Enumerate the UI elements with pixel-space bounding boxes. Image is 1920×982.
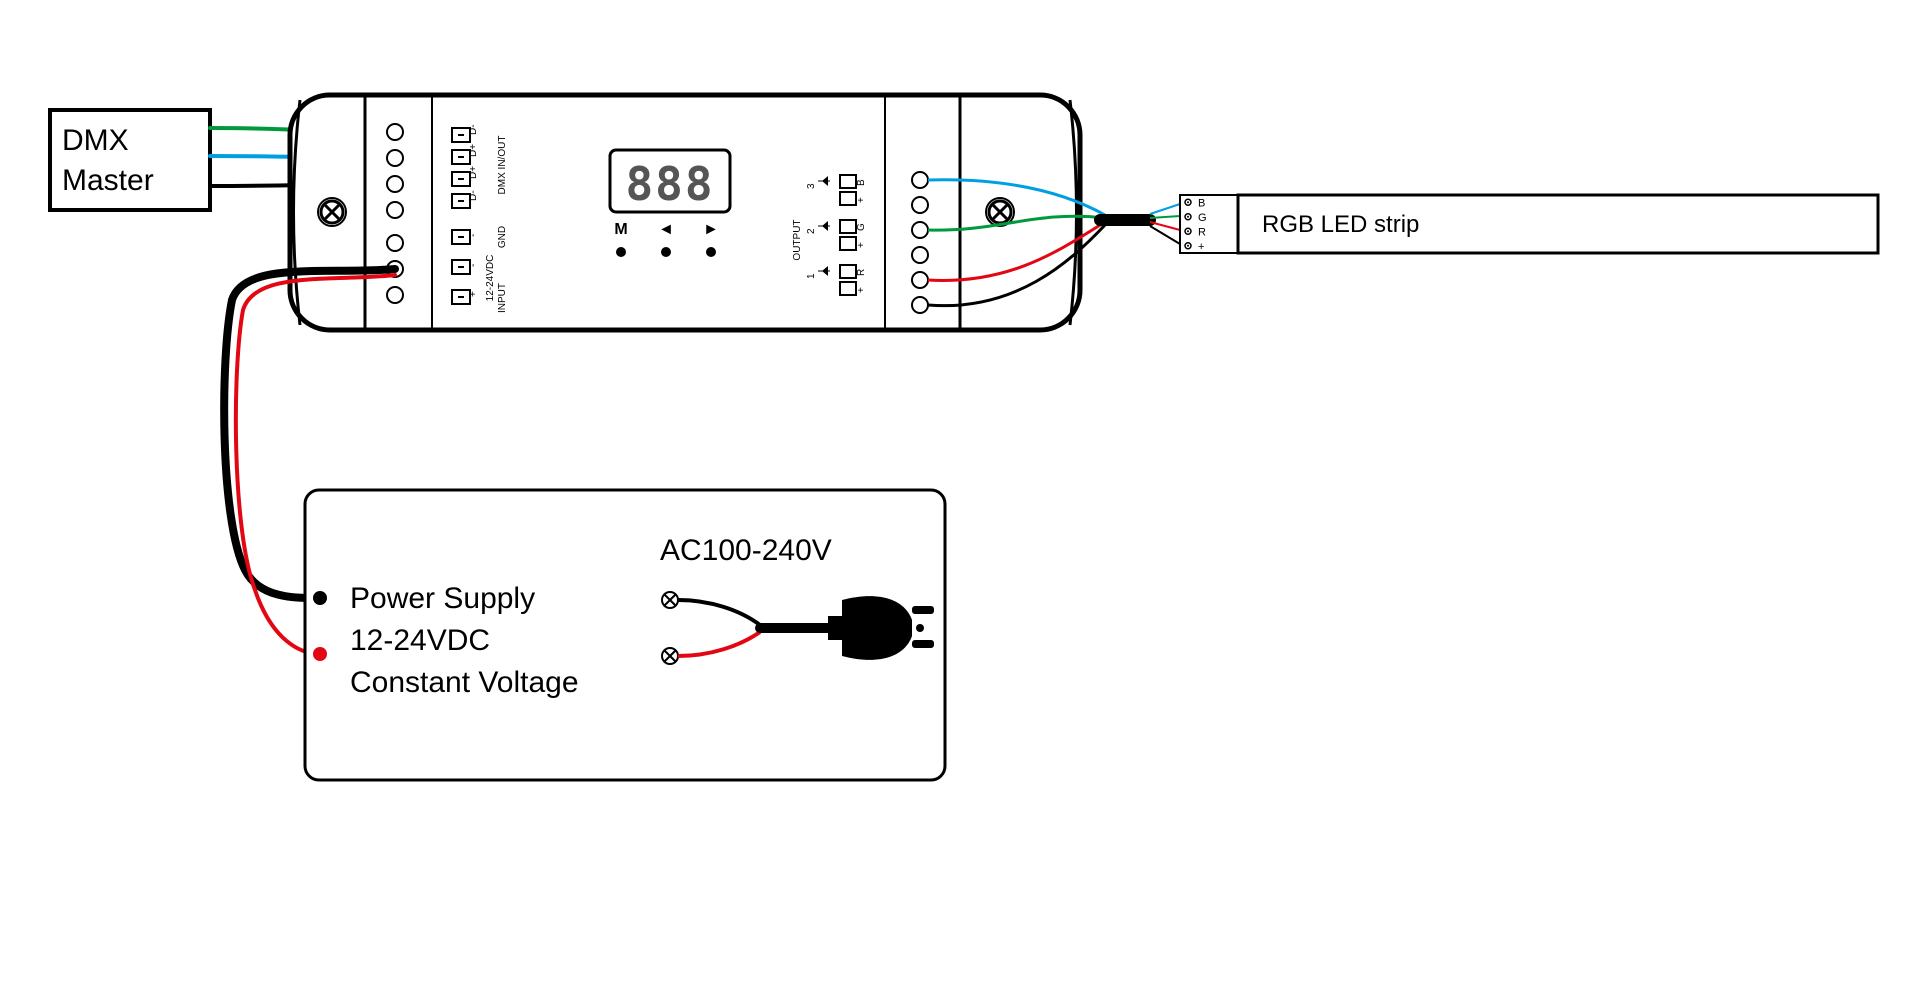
controller: D- D+ D+ D- - - + DMX IN/OUT GND INPUT12-24VDC 88… — [290, 95, 1080, 330]
out-plus-label-2: + — [856, 287, 867, 293]
out-pinbox-B — [840, 175, 856, 188]
dmx-master-label-1: DMX — [62, 124, 129, 157]
out-group-num-2: 1 — [806, 273, 817, 279]
output-header: OUTPUT — [792, 219, 803, 260]
led-pin-label-2: R — [1198, 226, 1206, 238]
left-pin-label-2: D+ — [468, 166, 479, 179]
left-terminal-3 — [387, 202, 403, 218]
led-pin-center-0 — [1187, 201, 1189, 203]
left-terminal-2 — [387, 176, 403, 192]
out-pinbox-G — [840, 220, 856, 233]
left-group-label-0: DMX IN/OUT — [497, 136, 508, 195]
right-terminal-0 — [912, 172, 928, 188]
led-pin-center-2 — [1187, 230, 1189, 232]
left-terminal-1 — [387, 150, 403, 166]
left-pin-label-6: + — [468, 291, 479, 297]
psu-dc-pos — [313, 647, 327, 661]
led-pin-center-1 — [1187, 216, 1189, 218]
psu-ac-label: AC100-240V — [660, 534, 832, 567]
button-label-2: ► — [703, 221, 719, 238]
right-terminal-4 — [912, 272, 928, 288]
left-pin-label-1: D+ — [468, 144, 479, 157]
display-digits: 888 — [625, 157, 714, 211]
left-pin-label-0: D- — [468, 124, 479, 135]
button-dot-1 — [661, 247, 671, 257]
button-label-0: M — [614, 221, 627, 238]
button-dot-0 — [616, 247, 626, 257]
display: 888 — [610, 150, 730, 212]
out-group-num-0: 3 — [806, 183, 817, 189]
psu-dc-neg — [313, 591, 327, 605]
out-pinbox-R — [840, 265, 856, 278]
wiring-diagram: DMX Master D-D+D — [0, 0, 1920, 982]
out-pinbox-plus-0 — [840, 192, 856, 205]
dmx-master: DMX Master — [50, 110, 210, 210]
left-group-label-2: INPUT — [497, 283, 508, 313]
out-ch-label-0: B — [856, 179, 867, 186]
dmx-master-label-2: Master — [62, 164, 154, 197]
led-pin-label-1: G — [1198, 212, 1207, 224]
left-terminal-6 — [387, 287, 403, 303]
out-plus-label-0: + — [856, 197, 867, 203]
right-terminal-1 — [912, 197, 928, 213]
left-terminal-0 — [387, 124, 403, 140]
led-pin-label-3: + — [1198, 241, 1204, 253]
screw-left — [318, 198, 346, 226]
out-pinbox-plus-1 — [840, 237, 856, 250]
left-group-label-3: 12-24VDC — [485, 255, 496, 302]
right-terminal-3 — [912, 247, 928, 263]
right-terminal-2 — [912, 222, 928, 238]
psu-ac-term-1 — [662, 592, 678, 608]
led-pin-label-0: B — [1198, 197, 1205, 209]
psu-line1: Power Supply — [350, 582, 535, 615]
out-group-num-1: 2 — [806, 228, 817, 234]
led-strip: BGR + RGB LED strip — [1180, 195, 1878, 253]
left-pin-label-5: - — [468, 264, 479, 267]
fan-blue — [1150, 204, 1180, 214]
out-plus-label-1: + — [856, 242, 867, 248]
left-group-label-1: GND — [497, 226, 508, 248]
right-terminal-5 — [912, 297, 928, 313]
button-label-1: ◄ — [658, 221, 674, 238]
out-ch-label-1: G — [856, 223, 867, 231]
left-terminal-4 — [387, 235, 403, 251]
psu-ac-term-2 — [662, 648, 678, 664]
out-pinbox-plus-2 — [840, 282, 856, 295]
led-pin-center-3 — [1187, 245, 1189, 247]
left-pin-label-4: - — [468, 234, 479, 237]
out-ch-label-2: R — [856, 269, 867, 276]
led-strip-label: RGB LED strip — [1262, 211, 1419, 238]
button-dot-2 — [706, 247, 716, 257]
psu-line2: 12-24VDC — [350, 624, 490, 657]
left-pin-label-3: D- — [468, 190, 479, 201]
psu-line3: Constant Voltage — [350, 666, 579, 699]
